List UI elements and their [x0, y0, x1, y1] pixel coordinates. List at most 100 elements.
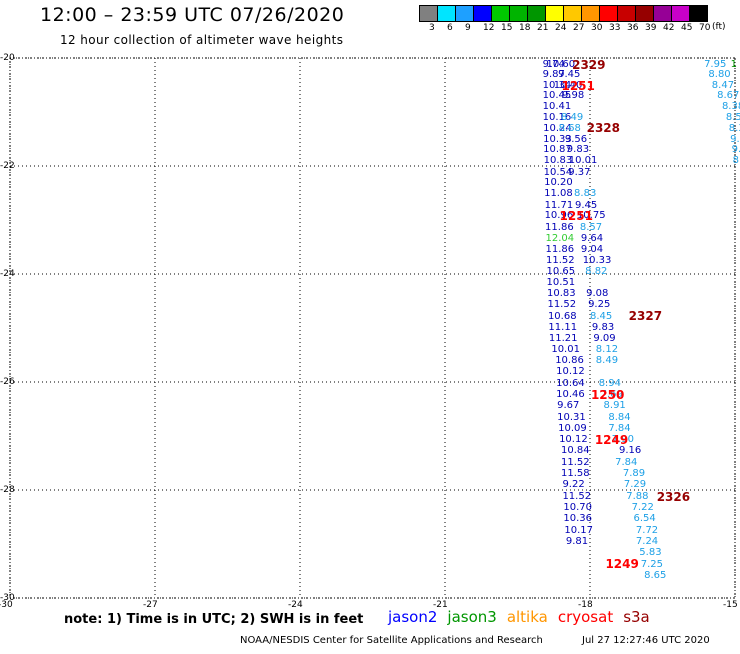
wave-height-value: 8.94: [598, 377, 621, 389]
color-scale-legend: 3 6 9 12 15 18 21 24 27 30 33 36 39 42 45 70: [419, 5, 710, 33]
longitude-tick-label: -30: [0, 600, 13, 610]
wave-height-value: 8.65: [644, 570, 667, 581]
wave-height-value: 11.21: [548, 332, 578, 344]
color-scale-label: 39: [645, 23, 657, 33]
latitude-tick-label: -26: [0, 377, 15, 387]
wave-height-value: 9.3: [730, 133, 740, 145]
wave-height-value: 7.25: [640, 558, 664, 570]
wave-height-value: 10.12: [559, 433, 588, 445]
wave-height-value: 11.08: [544, 188, 573, 200]
wave-height-value: 9.64: [580, 233, 604, 245]
orbit-rev-label: 2329: [572, 57, 606, 72]
legend-item-jason3: jason3: [447, 608, 497, 626]
wave-height-value: 10.09: [558, 422, 587, 434]
color-scale-swatch: 18: [509, 5, 530, 33]
legend-item-jason2: jason2: [388, 608, 438, 626]
wave-height-value: 10.24: [543, 122, 572, 134]
wave-height-value: 7.84: [608, 422, 631, 434]
orbit-rev-label: 2327: [628, 308, 663, 323]
wave-height-value: 9.67: [557, 400, 580, 412]
wave-height-value: 9.16: [619, 445, 642, 457]
orbit-rev-label: 1250: [590, 387, 625, 402]
page-subtitle: 12 hour collection of altimeter wave hei…: [60, 33, 344, 47]
orbit-rev-label: 2326: [656, 489, 691, 504]
wave-height-value: 7.69: [600, 389, 623, 401]
wave-height-value: 10.87: [543, 144, 572, 156]
color-scale-label: 45: [681, 23, 693, 33]
orbit-rev-label: 1249: [605, 557, 639, 572]
wave-height-value: 8.49: [561, 112, 584, 124]
wave-height-value: 7.24: [635, 535, 659, 547]
color-scale-label: 42: [663, 23, 675, 33]
footnote: note: 1) Time is in UTC; 2) SWH is in fe…: [64, 612, 364, 627]
orbit-rev-label: 1251: [561, 79, 595, 94]
wave-height-value: 10.65: [546, 265, 576, 277]
wave-height-value: 10.01: [568, 155, 598, 167]
wave-height-value: 9.81: [565, 535, 589, 547]
wave-height-value: 7.72: [635, 524, 659, 536]
color-scale-label: 6: [447, 23, 453, 33]
wave-height-value: 9.09: [593, 332, 616, 344]
wave-height-value: 10.31: [557, 411, 586, 423]
wave-height-value: 10.84: [561, 445, 590, 457]
wave-height-value: 10.46: [556, 389, 585, 401]
wave-height-value: 11.86: [545, 243, 575, 255]
generated-timestamp: Jul 27 12:27:46 UTC 2020: [582, 635, 710, 646]
wave-height-value: 9.: [731, 144, 740, 156]
color-scale-label: 21: [537, 23, 549, 33]
latitude-tick-label: -24: [0, 269, 15, 279]
longitude-tick-label: -27: [143, 600, 158, 610]
wave-height-value: 8.12: [595, 344, 619, 356]
wave-height-value: 1: [730, 58, 738, 70]
wave-height-value: 9.83: [591, 321, 615, 333]
color-scale-label: 18: [519, 23, 531, 33]
wave-height-value: 9.45: [558, 69, 581, 81]
wave-height-value: 9.04: [580, 243, 604, 255]
wave-height-value: 10.16: [542, 112, 572, 124]
wave-height-value: 10.17: [564, 524, 594, 536]
wave-height-value: 9.37: [568, 166, 591, 178]
wave-height-value: 8.68: [558, 122, 581, 134]
wave-height-value: 9.45: [575, 199, 598, 211]
wave-height-value: 9.08: [586, 288, 609, 300]
wave-height-value: 11.71: [544, 199, 574, 211]
wave-height-value: 9.25: [588, 299, 611, 311]
wave-height-value: 6.54: [633, 513, 656, 525]
wave-height-value: 11.58: [561, 467, 590, 479]
color-scale-label: 30: [591, 23, 603, 33]
longitude-tick-label: -18: [578, 600, 593, 610]
credit-line: NOAA/NESDIS Center for Satellite Applica…: [240, 635, 543, 646]
legend-item-cryosat: cryosat: [557, 608, 614, 626]
wave-height-value: 11.52: [561, 456, 590, 468]
latitude-tick-label: -22: [0, 161, 15, 171]
wave-height-value: 7.84: [615, 456, 638, 468]
wave-height-value: 7.88: [626, 490, 649, 502]
wave-height-value: 10.86: [555, 355, 584, 367]
color-scale-swatch: 9: [455, 5, 474, 33]
wave-height-value: 10.01: [551, 344, 580, 356]
wave-height-value: 8.83: [574, 188, 597, 200]
wave-height-value: 8.50: [725, 112, 740, 124]
wave-height-value: 7.22: [631, 501, 654, 513]
color-scale-label: 27: [573, 23, 585, 33]
orbit-rev-label: 1251: [559, 208, 593, 223]
color-scale-label: 15: [501, 23, 513, 33]
color-scale-label: 3: [429, 23, 435, 33]
wave-height-value: 8: [732, 155, 739, 167]
wave-height-value: 5.83: [639, 547, 662, 559]
wave-height-value: 10.83: [543, 155, 573, 167]
wave-height-value: 9.83: [566, 144, 590, 156]
legend-item-s3a: s3a: [623, 608, 650, 626]
wave-height-value: 9.22: [562, 479, 585, 491]
wave-height-value: 10.36: [563, 513, 593, 525]
color-scale-label: 70: [699, 23, 711, 33]
wave-height-value: 9.98: [561, 90, 585, 102]
wave-height-value: 11.52: [547, 299, 577, 311]
latitude-tick-label: -30: [0, 593, 15, 603]
wave-height-value: 10.33: [582, 255, 612, 267]
color-scale-label: 12: [483, 23, 495, 33]
wave-height-value: 7.90: [611, 433, 635, 445]
legend-item-altika: altika: [506, 608, 548, 626]
wave-height-value: 10.54: [543, 166, 573, 178]
